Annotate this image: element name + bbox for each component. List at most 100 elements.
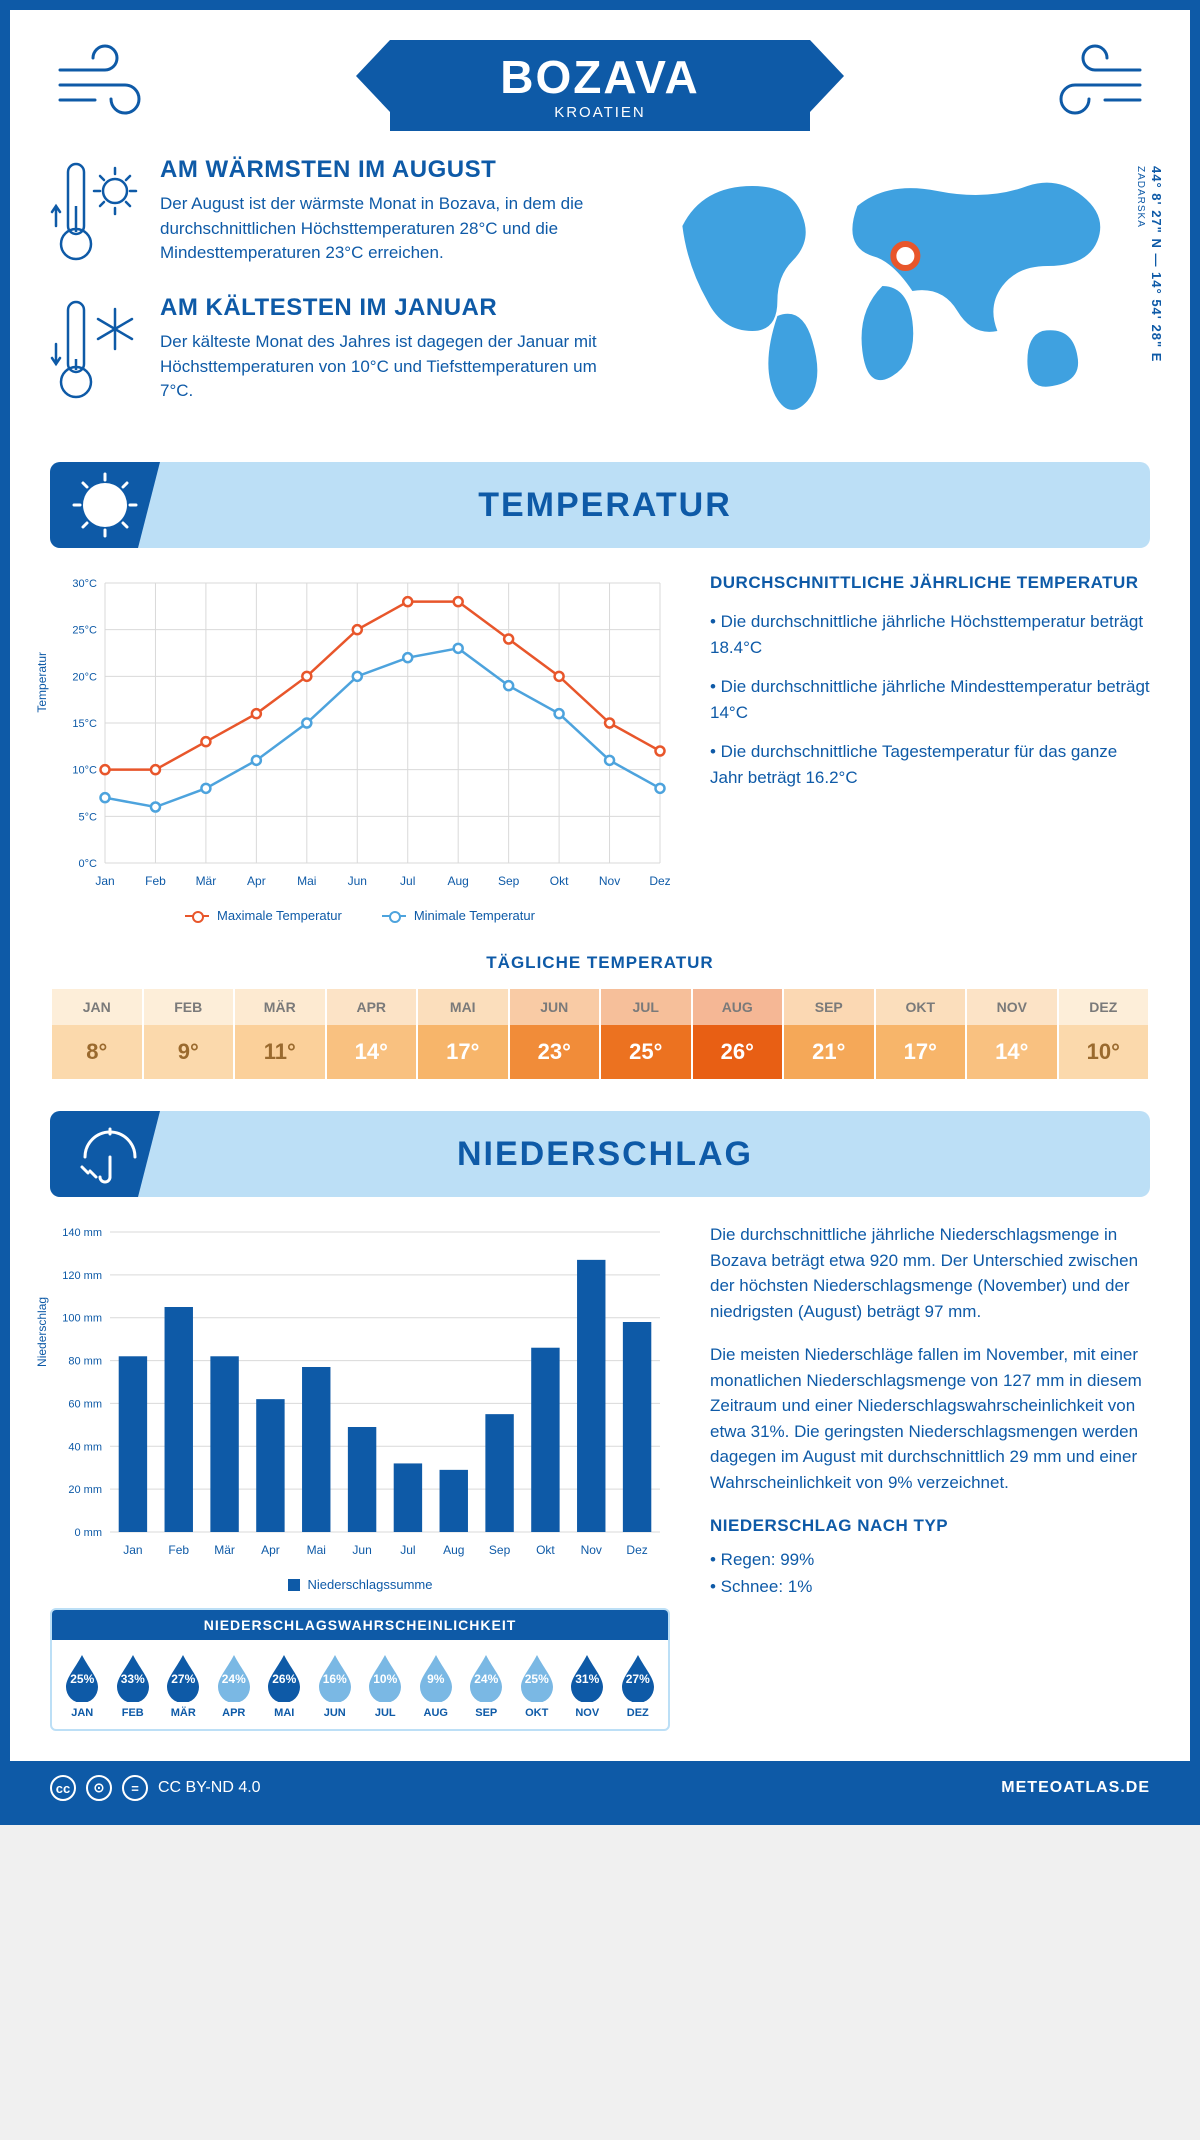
svg-text:10°C: 10°C	[72, 765, 97, 777]
svg-text:Sep: Sep	[489, 1543, 511, 1557]
svg-text:20 mm: 20 mm	[68, 1484, 102, 1496]
fact-hot-title: AM WÄRMSTEN IM AUGUST	[160, 156, 605, 184]
svg-text:0 mm: 0 mm	[75, 1527, 103, 1539]
prob-cell: 9%AUG	[412, 1652, 461, 1719]
raindrop-icon: 10%	[364, 1652, 406, 1702]
prob-cell: 16%JUN	[311, 1652, 360, 1719]
svg-text:5°C: 5°C	[79, 811, 98, 823]
svg-text:60 mm: 60 mm	[68, 1398, 102, 1410]
svg-text:Jul: Jul	[400, 1543, 415, 1557]
svg-text:100 mm: 100 mm	[62, 1313, 102, 1325]
svg-text:15°C: 15°C	[72, 718, 97, 730]
title-ribbon: BOZAVA KROATIEN	[390, 40, 809, 131]
prob-cell: 33%FEB	[109, 1652, 158, 1719]
precip-p2: Die meisten Niederschläge fallen im Nove…	[710, 1342, 1150, 1495]
svg-text:80 mm: 80 mm	[68, 1356, 102, 1368]
prob-cell: 25%OKT	[513, 1652, 562, 1719]
temp-cell: DEZ10°	[1059, 989, 1149, 1079]
temp-cell: AUG26°	[693, 989, 785, 1079]
thermometer-sun-icon	[50, 156, 140, 266]
temperature-line-chart: Temperatur 0°C5°C10°C15°C20°C25°C30°CJan…	[50, 573, 670, 898]
precip-type-2: • Schnee: 1%	[710, 1574, 1150, 1600]
temp-cell: JAN8°	[52, 989, 144, 1079]
prob-cell: 24%APR	[210, 1652, 259, 1719]
legend-min: Minimale Temperatur	[414, 908, 535, 923]
sun-icon	[50, 462, 160, 548]
svg-text:Jan: Jan	[123, 1543, 142, 1557]
svg-text:140 mm: 140 mm	[62, 1227, 102, 1239]
raindrop-icon: 26%	[263, 1652, 305, 1702]
temp-cell: SEP21°	[784, 989, 876, 1079]
raindrop-icon: 27%	[162, 1652, 204, 1702]
svg-text:Jan: Jan	[95, 874, 114, 888]
region-label: ZADARSKA	[1135, 166, 1146, 228]
section-header-precip: NIEDERSCHLAG	[50, 1111, 1150, 1197]
map-block: ZADARSKA 44° 8' 27" N — 14° 54' 28" E	[645, 156, 1150, 432]
site-name: METEOATLAS.DE	[1001, 1779, 1150, 1797]
svg-text:Feb: Feb	[145, 874, 166, 888]
svg-text:Okt: Okt	[536, 1543, 555, 1557]
svg-text:Jun: Jun	[348, 874, 367, 888]
prob-title: NIEDERSCHLAGSWAHRSCHEINLICHKEIT	[52, 1610, 668, 1640]
svg-text:Dez: Dez	[649, 874, 670, 888]
umbrella-icon	[50, 1111, 160, 1197]
fact-hot: AM WÄRMSTEN IM AUGUST Der August ist der…	[50, 156, 605, 266]
svg-text:Apr: Apr	[247, 874, 266, 888]
temp-cell: MÄR11°	[235, 989, 327, 1079]
wind-icon	[50, 40, 160, 125]
raindrop-icon: 27%	[617, 1652, 659, 1702]
precipitation-bar-chart: Niederschlag 0 mm20 mm40 mm60 mm80 mm100…	[50, 1222, 670, 1567]
fact-hot-text: Der August ist der wärmste Monat in Boza…	[160, 192, 605, 266]
world-map-icon	[645, 156, 1150, 416]
svg-text:120 mm: 120 mm	[62, 1270, 102, 1282]
svg-text:Okt: Okt	[550, 874, 569, 888]
license-block: cc ⊙ = CC BY-ND 4.0	[50, 1775, 261, 1801]
footer: cc ⊙ = CC BY-ND 4.0 METEOATLAS.DE	[10, 1761, 1190, 1815]
cc-icon: cc	[50, 1775, 76, 1801]
temp-stat-3: • Die durchschnittliche Tagestemperatur …	[710, 739, 1150, 790]
fact-cold-text: Der kälteste Monat des Jahres ist dagege…	[160, 330, 605, 404]
prob-cell: 27%MÄR	[159, 1652, 208, 1719]
prob-cell: 26%MAI	[260, 1652, 309, 1719]
chart-ylabel: Temperatur	[35, 651, 49, 712]
by-icon: ⊙	[86, 1775, 112, 1801]
raindrop-icon: 24%	[213, 1652, 255, 1702]
country-name: KROATIEN	[500, 104, 699, 121]
temp-stat-1: • Die durchschnittliche jährliche Höchst…	[710, 609, 1150, 660]
svg-text:Jul: Jul	[400, 874, 415, 888]
temp-cell: MAI17°	[418, 989, 510, 1079]
svg-text:Mär: Mär	[214, 1543, 235, 1557]
svg-text:Mär: Mär	[196, 874, 217, 888]
thermometer-snow-icon	[50, 294, 140, 404]
svg-text:25°C: 25°C	[72, 625, 97, 637]
temp-stats: DURCHSCHNITTLICHE JÄHRLICHE TEMPERATUR •…	[710, 573, 1150, 923]
precip-probability-box: NIEDERSCHLAGSWAHRSCHEINLICHKEIT 25%JAN33…	[50, 1608, 670, 1731]
daily-temp-title: TÄGLICHE TEMPERATUR	[50, 953, 1150, 973]
temp-cell: FEB9°	[144, 989, 236, 1079]
nd-icon: =	[122, 1775, 148, 1801]
fact-cold-title: AM KÄLTESTEN IM JANUAR	[160, 294, 605, 322]
svg-text:Mai: Mai	[297, 874, 316, 888]
precip-type-title: NIEDERSCHLAG NACH TYP	[710, 1513, 1150, 1539]
precip-p1: Die durchschnittliche jährliche Niedersc…	[710, 1222, 1150, 1324]
header: BOZAVA KROATIEN	[50, 40, 1150, 131]
svg-text:Mai: Mai	[307, 1543, 326, 1557]
svg-text:Dez: Dez	[626, 1543, 647, 1557]
svg-text:0°C: 0°C	[79, 858, 98, 870]
prob-cell: 25%JAN	[58, 1652, 107, 1719]
svg-text:40 mm: 40 mm	[68, 1441, 102, 1453]
page: BOZAVA KROATIEN AM WÄRMSTEN IM AUGUST De…	[0, 0, 1200, 1825]
prob-cell: 24%SEP	[462, 1652, 511, 1719]
raindrop-icon: 9%	[415, 1652, 457, 1702]
raindrop-icon: 24%	[465, 1652, 507, 1702]
temp-cell: JUL25°	[601, 989, 693, 1079]
daily-temp-table: JAN8°FEB9°MÄR11°APR14°MAI17°JUN23°JUL25°…	[50, 987, 1150, 1081]
raindrop-icon: 33%	[112, 1652, 154, 1702]
svg-text:Feb: Feb	[168, 1543, 189, 1557]
chart-ylabel: Niederschlag	[35, 1296, 49, 1366]
temp-stats-title: DURCHSCHNITTLICHE JÄHRLICHE TEMPERATUR	[710, 573, 1150, 593]
prob-cell: 27%DEZ	[614, 1652, 663, 1719]
svg-text:Jun: Jun	[352, 1543, 371, 1557]
section-title-precip: NIEDERSCHLAG	[160, 1135, 1150, 1174]
fact-cold: AM KÄLTESTEN IM JANUAR Der kälteste Mona…	[50, 294, 605, 404]
